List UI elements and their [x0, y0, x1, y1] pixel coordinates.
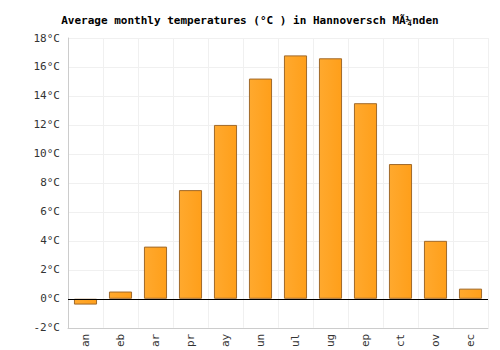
svg-text:ct: ct	[394, 334, 407, 347]
svg-text:16°C: 16°C	[34, 60, 61, 73]
svg-text:14°C: 14°C	[34, 89, 61, 102]
svg-text:12°C: 12°C	[34, 118, 61, 131]
svg-text:ar: ar	[149, 333, 162, 347]
svg-text:0°C: 0°C	[40, 292, 60, 305]
svg-text:ep: ep	[359, 334, 372, 347]
svg-text:18°C: 18°C	[34, 32, 61, 45]
svg-text:Average monthly temperatures (: Average monthly temperatures (°C ) in Ha…	[61, 14, 439, 27]
svg-text:an: an	[79, 334, 92, 347]
svg-text:10°C: 10°C	[34, 147, 61, 160]
svg-text:8°C: 8°C	[40, 176, 60, 189]
svg-text:ec: ec	[464, 334, 477, 347]
svg-text:pr: pr	[184, 333, 197, 347]
svg-text:ul: ul	[289, 334, 302, 347]
svg-text:-2°C: -2°C	[34, 321, 61, 334]
svg-text:ug: ug	[324, 334, 337, 347]
svg-text:ov: ov	[429, 333, 442, 347]
svg-text:6°C: 6°C	[40, 205, 60, 218]
svg-text:eb: eb	[114, 334, 127, 347]
svg-text:4°C: 4°C	[40, 234, 60, 247]
svg-text:2°C: 2°C	[40, 263, 60, 276]
svg-text:ay: ay	[219, 333, 232, 347]
svg-text:un: un	[254, 334, 267, 347]
